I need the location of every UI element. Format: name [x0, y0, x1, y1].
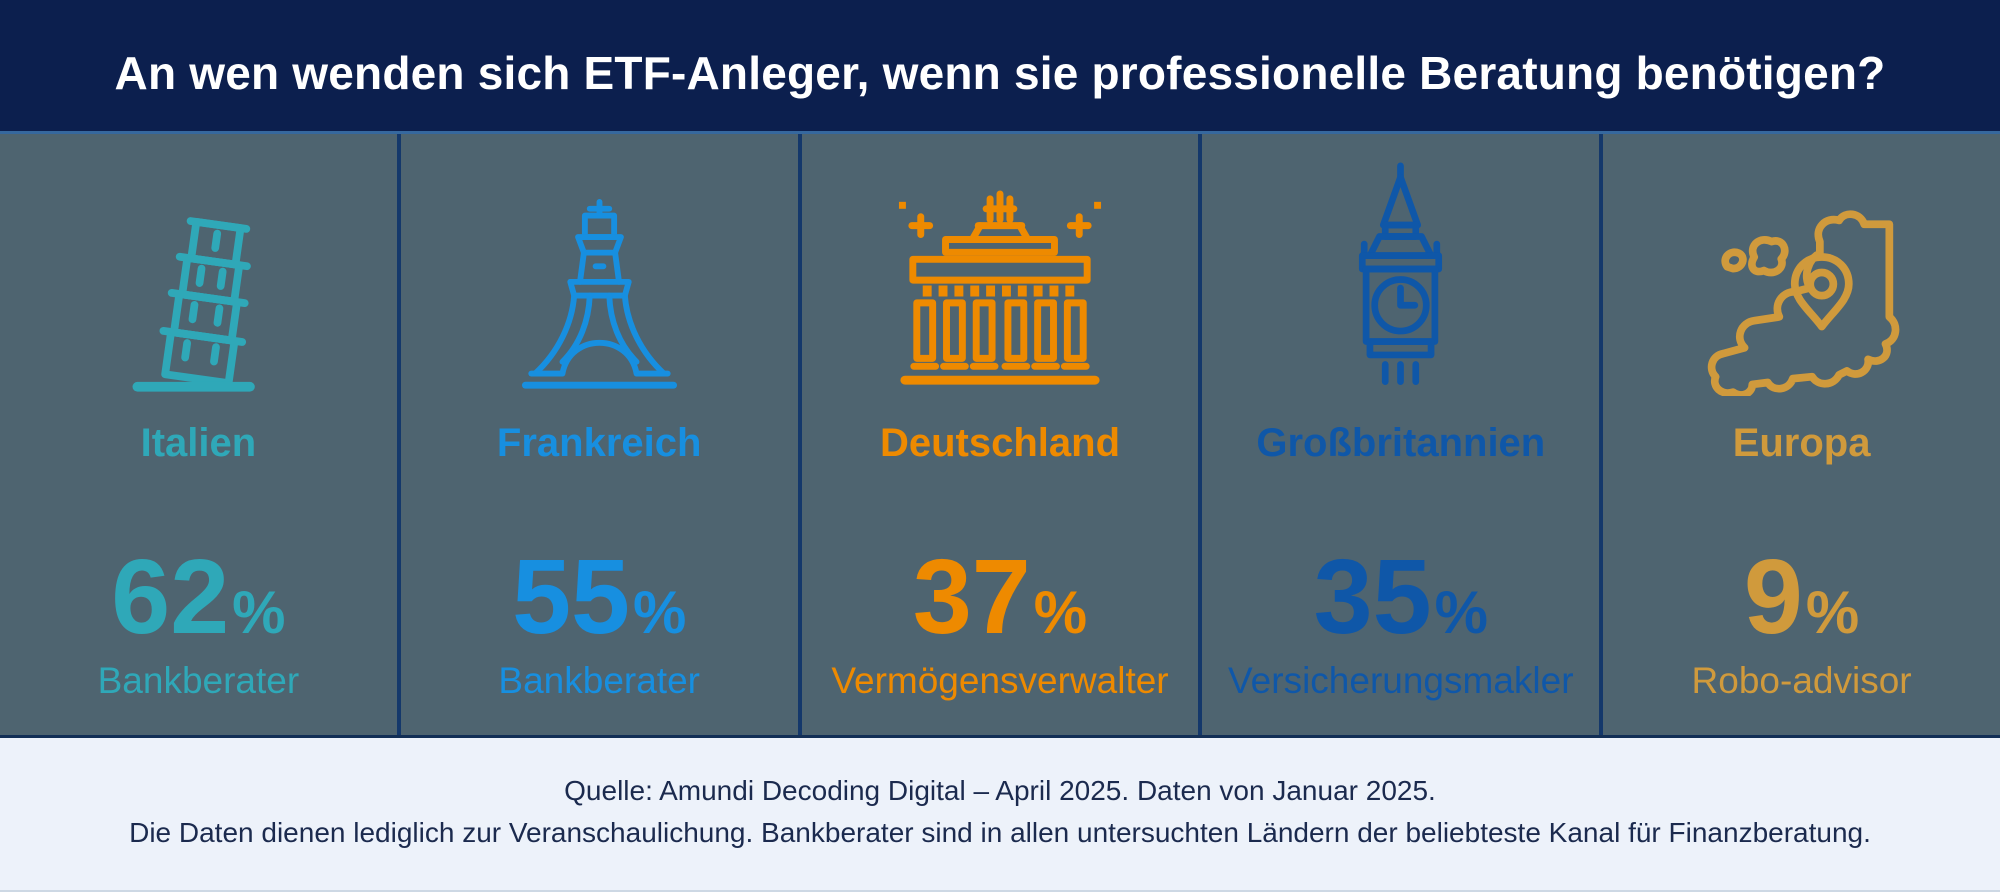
advice-channel-label: Bankberater	[498, 660, 700, 701]
header-bar: An wen wenden sich ETF-Anleger, wenn sie…	[0, 0, 2000, 131]
country-label: Italien	[140, 421, 257, 465]
brandenburg-gate-icon	[891, 134, 1109, 396]
disclaimer-line: Die Daten dienen lediglich zur Veranscha…	[129, 817, 1871, 848]
advice-channel-label: Versicherungsmakler	[1228, 660, 1574, 701]
country-panel-italien: Italien 62 % Bankberater	[0, 134, 397, 735]
percent-sign: %	[1434, 579, 1488, 646]
country-panel-frankreich: Frankreich 55 % Bankberater	[396, 134, 798, 735]
stat-number: 9	[1743, 538, 1803, 656]
country-label: Europa	[1732, 421, 1871, 465]
country-panel-deutschland: Deutschland 37 % Vermögensverwalter	[797, 134, 1199, 735]
big-ben-icon	[1324, 134, 1477, 396]
europe-map-pin-icon	[1698, 134, 1906, 396]
eiffel-tower-icon	[502, 134, 697, 396]
country-panel-europa: Europa 9 % Robo-advisor	[1599, 134, 2000, 735]
source-line: Quelle: Amundi Decoding Digital – April …	[564, 775, 1436, 806]
stat-number: 55	[512, 538, 630, 656]
percent-sign: %	[1805, 579, 1860, 646]
source-footer: Quelle: Amundi Decoding Digital – April …	[0, 738, 2000, 892]
stat-number: 35	[1313, 538, 1432, 656]
stat-value: 37 %	[913, 544, 1087, 650]
stat-value: 62 %	[111, 544, 285, 650]
percent-sign: %	[1033, 579, 1088, 646]
stat-number: 62	[111, 538, 230, 656]
percent-sign: %	[232, 579, 286, 646]
leaning-tower-of-pisa-icon	[116, 134, 281, 396]
country-label: Frankreich	[496, 421, 702, 465]
advice-channel-label: Bankberater	[97, 660, 300, 701]
stat-number: 37	[912, 538, 1031, 656]
advice-channel-label: Vermögensverwalter	[831, 660, 1169, 701]
page-title: An wen wenden sich ETF-Anleger, wenn sie…	[114, 46, 1886, 99]
stat-value: 9 %	[1744, 544, 1859, 650]
stat-value: 55 %	[512, 544, 686, 650]
country-panel-grossbritannien: Großbritannien 35 % Versicherungsmakler	[1198, 134, 1599, 735]
advice-channel-label: Robo-advisor	[1691, 660, 1912, 701]
country-panels: Italien 62 % Bankberater	[0, 131, 2000, 738]
percent-sign: %	[632, 579, 687, 646]
stat-value: 35 %	[1314, 544, 1488, 650]
country-label: Deutschland	[879, 421, 1121, 465]
country-label: Großbritannien	[1256, 421, 1546, 465]
